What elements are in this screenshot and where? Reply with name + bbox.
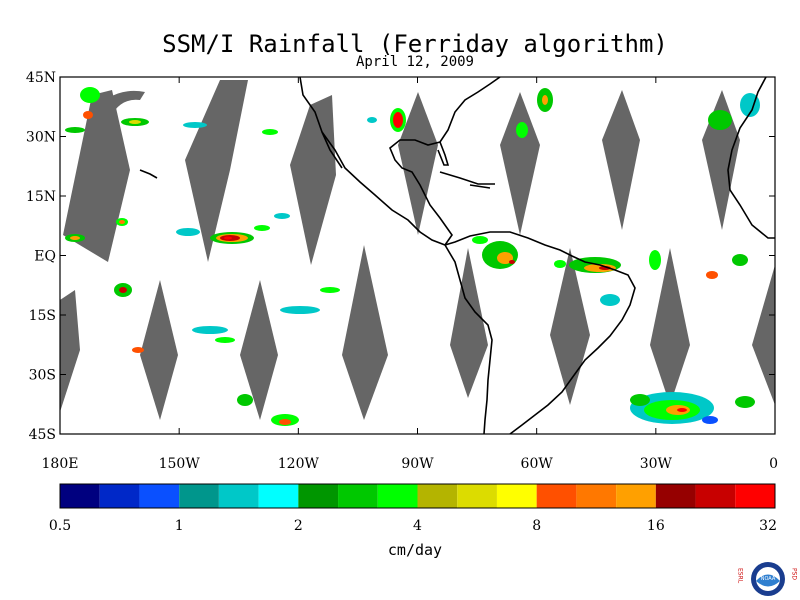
colorbar-swatch: [60, 484, 100, 508]
logo-right-text: PSD: [791, 568, 798, 580]
colorbar-label: 16: [647, 518, 665, 534]
lat-tick-label: 15S: [29, 308, 56, 324]
colorbar-label: 0.5: [49, 518, 71, 534]
lat-tick-label: 30S: [29, 368, 56, 384]
colorbar-swatch: [179, 484, 219, 508]
map-date: April 12, 2009: [355, 54, 474, 70]
colorbar-swatch: [417, 484, 458, 508]
colorbar-swatch: [258, 484, 299, 508]
colorbar-swatch: [655, 484, 696, 508]
lon-tick-label: 90W: [401, 456, 434, 472]
colorbar-label: 8: [532, 518, 541, 534]
longitude-ticks: 180E 150W 120W 90W 60W 30W 0: [42, 77, 778, 472]
colorbar-swatch: [536, 484, 577, 508]
colorbar-swatch: [139, 484, 180, 508]
lon-tick-label: 120W: [278, 456, 320, 472]
colorbar-label: 2: [294, 518, 303, 534]
colorbar-label: 32: [759, 518, 777, 534]
colorbar-unit-label: cm/day: [387, 541, 443, 559]
no-data-swaths: [60, 80, 775, 420]
colorbar-swatch: [377, 484, 418, 508]
colorbar-swatch: [576, 484, 617, 508]
colorbar-swatch: [695, 484, 736, 508]
lat-tick-label: 15N: [26, 189, 56, 205]
colorbar-swatch: [218, 484, 259, 508]
noaa-esrl-psd-logo: NOAA ESRL PSD: [737, 562, 798, 596]
colorbar-swatch: [457, 484, 497, 508]
map-title: SSM/I Rainfall (Ferriday algorithm): [162, 30, 668, 58]
lat-tick-label: 30N: [26, 130, 56, 146]
colorbar-frame: [59, 483, 776, 509]
logo-left-text: ESRL: [737, 568, 744, 584]
latitude-ticks: 45N 30N 15N EQ 15S 30S 45S: [26, 70, 775, 443]
colorbar-swatch: [338, 484, 378, 508]
lon-tick-label: 30W: [640, 456, 673, 472]
colorbar-label: 1: [175, 518, 184, 534]
lon-tick-label: 0: [769, 456, 778, 472]
lat-tick-label: EQ: [34, 249, 56, 265]
colorbar-swatch: [99, 484, 140, 508]
coastlines: [139, 77, 775, 434]
lon-tick-label: 150W: [159, 456, 201, 472]
lat-tick-label: 45S: [29, 427, 56, 443]
logo-center-text: NOAA: [761, 576, 776, 582]
colorbar-swatch: [496, 484, 537, 508]
colorbar-swatch: [298, 484, 339, 508]
map-plot-area: [60, 77, 775, 434]
colorbar-label: 4: [413, 518, 422, 534]
lat-tick-label: 45N: [26, 70, 56, 86]
colorbar-swatch: [616, 484, 656, 508]
colorbar-swatch: [735, 484, 775, 508]
lon-tick-label: 60W: [521, 456, 554, 472]
lon-tick-label: 180E: [42, 456, 79, 472]
colorbar: 0.5 1 2 4 8 16 32: [49, 483, 777, 534]
rainfall-cells: [65, 87, 760, 426]
